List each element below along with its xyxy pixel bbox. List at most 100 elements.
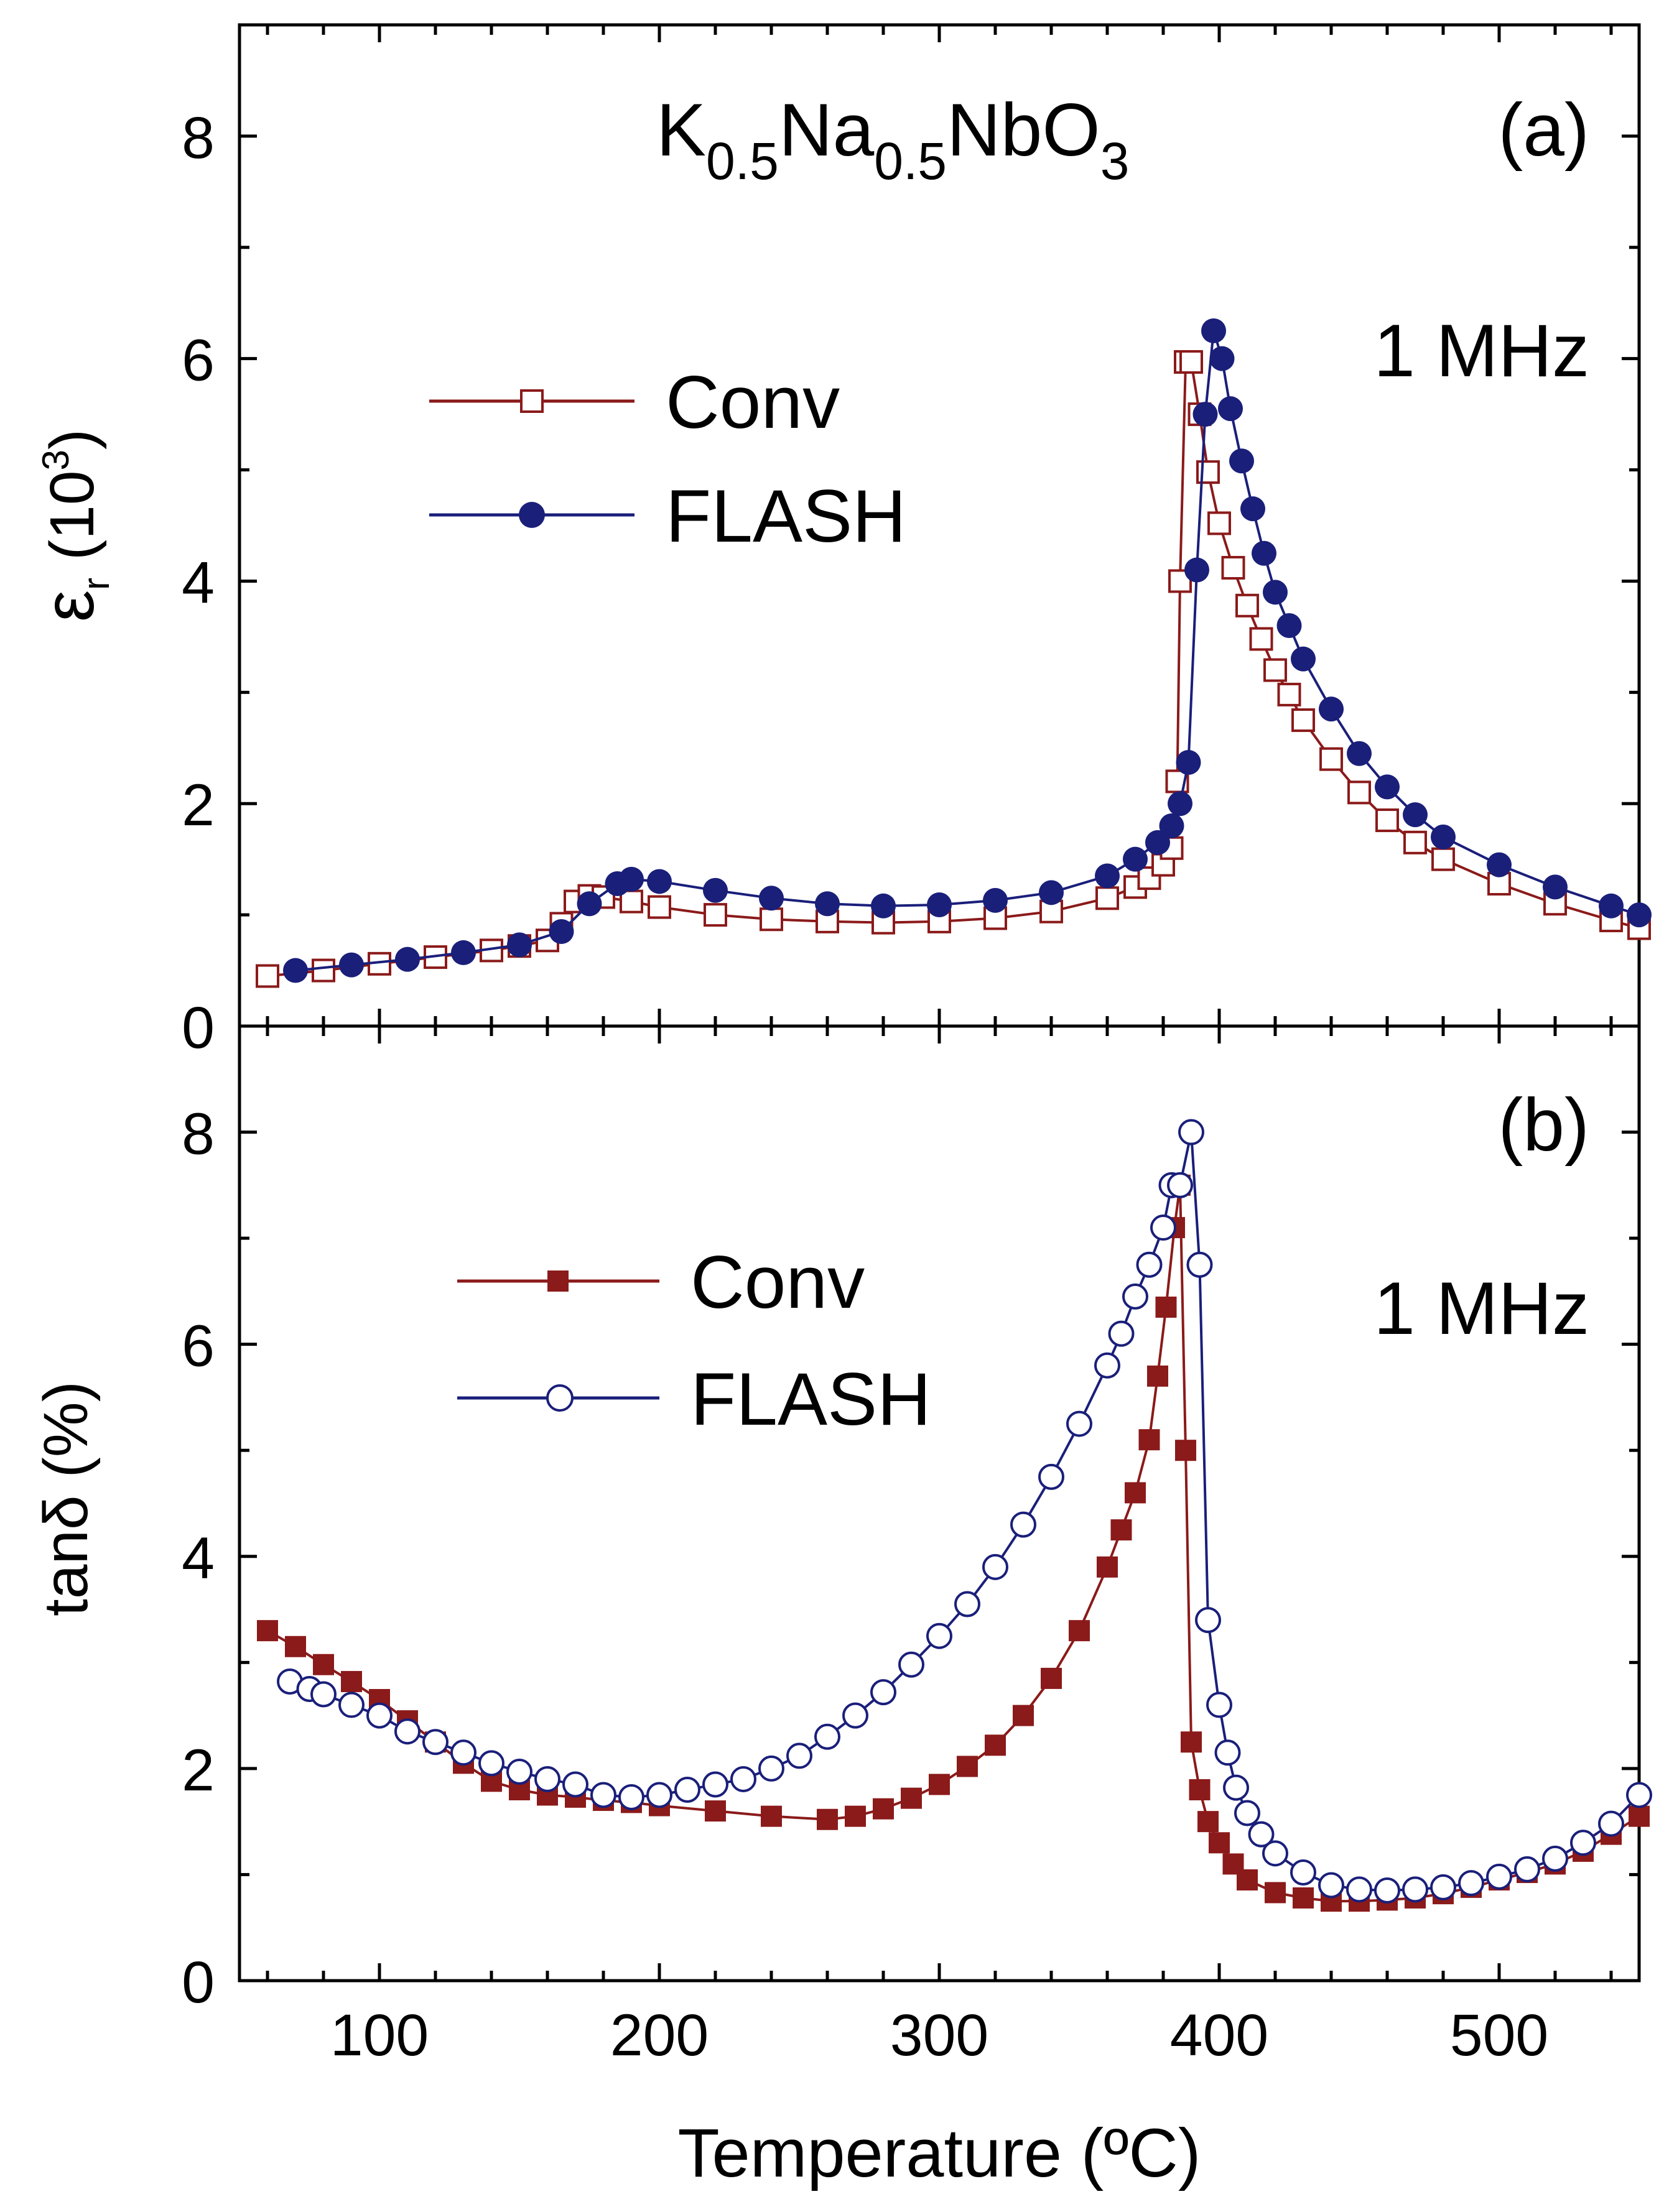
a-flash-point	[1095, 863, 1120, 889]
b-flash-point	[1178, 1119, 1204, 1145]
panel-a-y-axis-label: εr (103)	[29, 429, 117, 622]
legend-b-conv-marker	[547, 1270, 569, 1292]
panel-b: 0 2 4 6 8 100 200 300 400 500 (b) 1 MHz Conv FLAS…	[31, 1024, 1652, 2068]
b-conv-point	[1265, 1882, 1286, 1904]
b-flash-point	[590, 1782, 616, 1808]
b-flash-point	[478, 1750, 504, 1777]
b-flash-point	[338, 1691, 365, 1718]
b-conv-point	[957, 1756, 978, 1777]
b-flash-point	[1346, 1876, 1372, 1903]
a-flash-point	[1039, 880, 1064, 905]
b-flash-point	[702, 1771, 728, 1798]
a-y-tick-label: 4	[182, 550, 215, 616]
b-conv-point	[1629, 1805, 1650, 1827]
a-flash-point	[1218, 396, 1243, 422]
panel-a-frequency: 1 MHz	[1373, 309, 1589, 392]
b-conv-point	[1155, 1296, 1177, 1318]
x-tick-label: 100	[330, 2002, 429, 2068]
b-conv-point	[929, 1774, 950, 1795]
b-flash-point	[982, 1553, 1008, 1580]
title-k-sub: 0.5	[706, 132, 779, 190]
b-flash-point	[1234, 1800, 1260, 1826]
b-flash-point	[758, 1755, 784, 1782]
a-conv-point	[648, 895, 671, 919]
a-flash-point	[1123, 846, 1148, 872]
b-y-tick-label: 2	[182, 1738, 215, 1803]
a-conv-point	[704, 903, 727, 927]
legend-b-conv-label: Conv	[690, 1241, 865, 1324]
b-flash-point	[842, 1702, 868, 1729]
a-conv-point	[312, 958, 335, 983]
a-conv-point	[1375, 808, 1399, 833]
panel-a-ticks	[239, 25, 1639, 1026]
b-flash-point	[1136, 1251, 1163, 1278]
b-flash-point	[1514, 1856, 1540, 1882]
panel-a-tick-labels: 0 2 4 6 8	[182, 105, 215, 1061]
b-flash-point	[366, 1702, 393, 1729]
title-k: K	[656, 88, 706, 172]
b-flash-point	[394, 1718, 421, 1745]
a-flash-point	[1403, 802, 1428, 828]
b-flash-point	[310, 1681, 337, 1708]
panel-b-series	[257, 1119, 1652, 1912]
a-y-tick-label: 6	[182, 328, 215, 394]
a-flash-point	[549, 919, 574, 944]
b-conv-point	[1013, 1705, 1034, 1726]
a-flash-line	[295, 330, 1640, 972]
b-flash-point	[1318, 1872, 1344, 1899]
a-flash-point	[871, 893, 896, 919]
b-conv-point	[1209, 1832, 1230, 1854]
a-conv-point	[1263, 658, 1287, 682]
b-flash-point	[1598, 1810, 1624, 1837]
a-conv-point	[1179, 350, 1203, 374]
x-tick-label: 300	[890, 2002, 989, 2068]
b-flash-point	[1248, 1821, 1275, 1848]
a-flash-point	[1627, 902, 1652, 928]
a-conv-point	[368, 951, 391, 976]
b-conv-point	[1069, 1620, 1090, 1642]
b-flash-point	[450, 1739, 476, 1766]
a-flash-point	[1176, 750, 1201, 775]
title-na: Na	[779, 88, 875, 172]
b-flash-point	[1122, 1283, 1148, 1310]
b-flash-point	[646, 1782, 672, 1808]
a-flash-point	[1192, 402, 1218, 427]
a-flash-point	[1347, 741, 1372, 766]
a-flash-point	[1319, 696, 1344, 722]
b-flash-point	[1195, 1607, 1221, 1634]
b-flash-point	[1262, 1840, 1288, 1867]
ylabel-a-sub: r	[75, 578, 117, 590]
b-flash-point	[1010, 1511, 1036, 1538]
b-y-tick-label: 0	[182, 1950, 215, 2015]
b-conv-point	[817, 1808, 838, 1830]
a-y-tick-label: 0	[182, 995, 215, 1061]
panel-a-series	[256, 318, 1652, 988]
legend-a-flash-label: FLASH	[666, 474, 906, 558]
b-flash-point	[1374, 1877, 1400, 1904]
b-conv-point	[845, 1805, 866, 1827]
b-flash-point	[1167, 1172, 1193, 1198]
b-conv-point	[1175, 1440, 1196, 1461]
a-y-tick-label: 2	[182, 772, 215, 838]
a-flash-point	[1209, 346, 1235, 371]
a-flash-point	[1145, 830, 1170, 855]
a-conv-point	[1137, 866, 1161, 891]
b-y-tick-label: 8	[182, 1101, 215, 1167]
a-flash-point	[1168, 791, 1192, 817]
b-conv-point	[1138, 1429, 1160, 1451]
title-nbo: NbO	[947, 88, 1100, 172]
a-conv-point	[1235, 593, 1259, 618]
a-flash-point	[1487, 852, 1512, 877]
a-flash-point	[1276, 613, 1302, 638]
b-flash-point	[954, 1591, 980, 1617]
a-conv-point	[1207, 511, 1231, 535]
b-flash-point	[1186, 1251, 1213, 1278]
ylabel-a-unit-open: (10	[37, 471, 107, 578]
ylabel-a-symbol: ε	[29, 590, 109, 622]
a-conv-point	[1403, 830, 1427, 854]
a-flash-point	[507, 932, 532, 958]
a-flash-point	[1375, 774, 1400, 800]
a-flash-point	[1240, 496, 1265, 522]
b-conv-point	[1293, 1887, 1314, 1909]
